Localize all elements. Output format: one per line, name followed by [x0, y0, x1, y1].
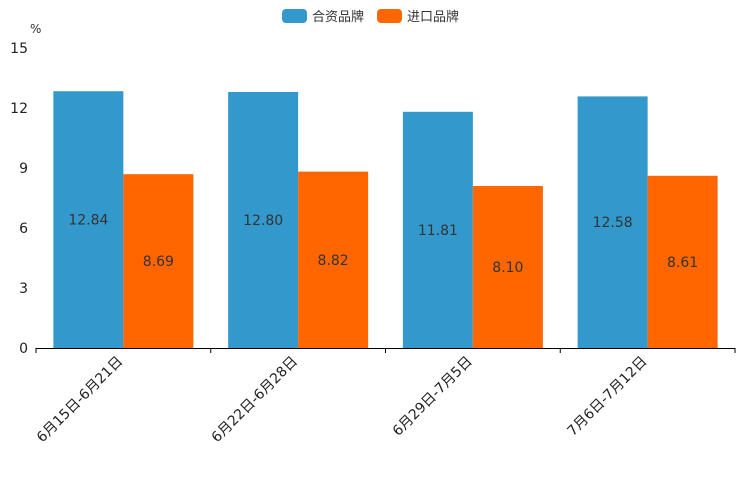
legend-label: 合资品牌 [312, 9, 364, 25]
y-tick-label: 3 [19, 281, 28, 297]
data-label: 12.80 [243, 213, 283, 229]
bar [647, 175, 718, 348]
y-tick-label: 0 [19, 341, 28, 357]
bar [402, 111, 473, 348]
x-tick-label: 7月6日-7月12日 [564, 354, 650, 440]
y-tick-label: 9 [19, 161, 28, 177]
y-tick-label: 12 [10, 101, 28, 117]
y-tick-label: 15 [10, 41, 28, 57]
data-label: 8.69 [143, 254, 174, 270]
x-tick-label: 6月29日-7月5日 [390, 354, 476, 440]
data-label: 8.82 [318, 253, 349, 269]
data-label: 12.58 [593, 215, 633, 231]
data-label: 8.10 [492, 260, 523, 276]
bar [53, 91, 124, 348]
legend-swatch [282, 9, 307, 23]
data-label: 11.81 [418, 223, 458, 239]
legend-swatch [377, 9, 402, 23]
bar [298, 171, 369, 348]
bar [577, 96, 648, 349]
y-axis-unit: % [30, 22, 41, 36]
bar [472, 186, 543, 348]
x-tick-label: 6月22日-6月28日 [209, 354, 301, 446]
data-label: 12.84 [68, 213, 108, 229]
y-tick-label: 6 [19, 221, 28, 237]
bar [123, 174, 194, 348]
data-label: 8.61 [667, 255, 698, 271]
legend-label: 进口品牌 [407, 9, 459, 25]
x-tick-label: 6月15日-6月21日 [34, 354, 126, 446]
legend: 合资品牌 进口品牌 [282, 9, 459, 25]
bar [228, 92, 299, 348]
